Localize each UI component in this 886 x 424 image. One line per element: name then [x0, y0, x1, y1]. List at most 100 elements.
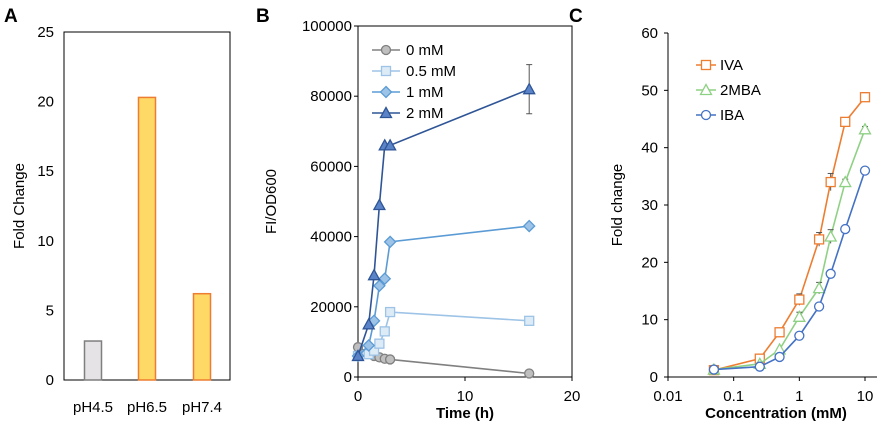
- panel-c-series-iba: IBA: [696, 107, 871, 375]
- panel-c-xtick-label: 0.1: [723, 388, 744, 405]
- panel-c-data-point: [859, 165, 871, 176]
- panel-a-bar-ph7-4: [192, 292, 212, 381]
- panel-a-ytick-label: 0: [46, 372, 54, 389]
- panel-b-xtick-label: 10: [457, 388, 474, 405]
- panel-b-x-axis-title: Time (h): [436, 405, 494, 422]
- panel-b-ytick-label: 20000: [310, 299, 352, 316]
- panel-b-data-point: [522, 82, 536, 95]
- panel-c-data-point: [813, 234, 825, 245]
- panel-c-data-point: [812, 281, 826, 294]
- panel-c-data-point: [792, 309, 806, 322]
- panel-b-legend-marker: [379, 85, 393, 99]
- panel-b-data-point: [379, 326, 390, 337]
- panel-a-bar-ph6-5: [137, 96, 157, 381]
- panel-b-data-point: [522, 219, 536, 233]
- panel-c-legend-marker: [700, 109, 712, 121]
- panel-b-data-point: [351, 349, 365, 362]
- panel-letter-b: B: [256, 6, 270, 27]
- panel-b-legend-marker: [380, 44, 392, 56]
- panel-a-bar-ph4-5: [83, 340, 103, 381]
- panel-b-series-2-mM: 2 mM: [351, 64, 536, 362]
- panel-c-data-point: [859, 92, 871, 103]
- panel-b-series-1-mM: 1 mM: [351, 84, 536, 363]
- panel-b-data-point: [384, 306, 396, 318]
- panel-b-data-point: [367, 268, 381, 281]
- panel-c-ytick-label: 50: [641, 82, 658, 99]
- panel-c-series-iva: IVA: [696, 57, 871, 376]
- panel-c-ytick-label: 40: [641, 140, 658, 157]
- panel-c-ytick-label: 20: [641, 254, 658, 271]
- panel-c-xtick-label: 0.01: [653, 388, 682, 405]
- panel-c-legend-marker: [700, 59, 712, 71]
- panel-c-legend-marker: [699, 83, 713, 96]
- panel-c-log-line-chart: 0 10 20 30 40 50 60 0.01 0.1 1 10 Concentration (mM…: [609, 25, 877, 422]
- panel-c-legend-label: IVA: [720, 57, 743, 74]
- panel-c-xtick-label: 10: [857, 388, 874, 405]
- panel-b-data-point: [383, 138, 397, 151]
- panel-c-data-point: [825, 176, 836, 188]
- panel-c-ytick-label: 10: [641, 312, 658, 329]
- panel-c-x-axis-title: Concentration (mM): [705, 405, 847, 422]
- panel-b-y-axis-title: FI/OD600: [263, 169, 280, 234]
- panel-c-data-point: [794, 294, 805, 305]
- panel-a-xtick-label: pH7.4: [182, 399, 222, 416]
- panel-c-data-point: [708, 364, 720, 375]
- panel-b-xtick-label: 0: [354, 388, 362, 405]
- panel-c-series-line: [713, 170, 866, 371]
- panel-b-ytick-label: 80000: [310, 88, 352, 105]
- panel-a-ytick-label: 10: [37, 233, 54, 250]
- panel-c-data-point: [794, 330, 805, 341]
- panel-b-legend-label: 1 mM: [406, 84, 444, 101]
- panel-b-legend-marker: [379, 106, 393, 119]
- panel-a-xtick-label: pH4.5: [73, 399, 113, 416]
- panel-letter-c: C: [569, 6, 583, 27]
- panel-b-data-point: [384, 354, 396, 365]
- panel-b-frame: [357, 25, 573, 378]
- panel-a-ytick-label: 20: [37, 94, 54, 111]
- panel-c-data-point: [825, 268, 836, 279]
- panel-b-data-point: [372, 198, 386, 211]
- panel-b-series-0-mM: 0 mM: [352, 42, 535, 379]
- panel-b-ytick-label: 60000: [310, 158, 352, 175]
- panel-b-data-point: [383, 235, 397, 249]
- panel-c-data-point: [813, 301, 825, 312]
- panel-b-legend-label: 0 mM: [406, 42, 444, 59]
- panel-b-ytick-label: 40000: [310, 229, 352, 246]
- panel-a-y-axis-title: Fold Change: [11, 163, 28, 249]
- panel-b-line-chart: 0 20000 40000 60000 80000 100000 0 10 20 Time (h)…: [263, 18, 580, 422]
- panel-b-data-point: [524, 368, 535, 379]
- panel-c-data-point: [838, 175, 852, 188]
- panel-c-data-point: [858, 122, 872, 135]
- panel-c-data-point: [840, 223, 851, 235]
- panel-c-data-point: [840, 116, 851, 128]
- panel-c-ytick-label: 0: [650, 369, 658, 386]
- panel-letter-a: A: [4, 6, 18, 27]
- panel-c-data-point: [754, 361, 765, 372]
- panel-b-legend-label: 2 mM: [406, 105, 444, 122]
- panel-c-ytick-label: 60: [641, 25, 658, 42]
- panel-b-legend-marker: [380, 65, 392, 77]
- panel-b-data-point: [362, 338, 376, 352]
- panel-a-ytick-label: 15: [37, 163, 54, 180]
- panel-b-ytick-label: 100000: [302, 18, 352, 35]
- panel-c-xtick-label: 1: [795, 388, 803, 405]
- panel-c-series-line: [713, 129, 866, 371]
- panel-c-legend-label: IBA: [720, 107, 744, 124]
- panel-a-ytick-label: 25: [37, 24, 54, 41]
- panel-b-data-point: [524, 315, 535, 326]
- panel-b-ytick-label: 0: [344, 369, 352, 386]
- panel-c-ytick-label: 30: [641, 197, 658, 214]
- panel-b-data-point: [374, 338, 385, 349]
- panel-a-xtick-label: pH6.5: [127, 399, 167, 416]
- panel-c-data-point: [824, 229, 838, 242]
- panel-a-bar-chart: 0 5 10 15 20 25 Fold Change pH4.5 pH6.5 pH7.4: [11, 24, 231, 416]
- panel-b-data-point: [372, 279, 386, 293]
- panel-c-series-line: [713, 96, 866, 371]
- panel-b-legend-label: 0.5 mM: [406, 63, 456, 80]
- panel-b-data-point: [378, 272, 392, 286]
- panel-c-y-axis-title: Fold change: [609, 164, 626, 247]
- panel-a-ytick-label: 5: [46, 302, 54, 319]
- panel-b-xtick-label: 20: [564, 388, 581, 405]
- panel-c-data-point: [774, 327, 785, 338]
